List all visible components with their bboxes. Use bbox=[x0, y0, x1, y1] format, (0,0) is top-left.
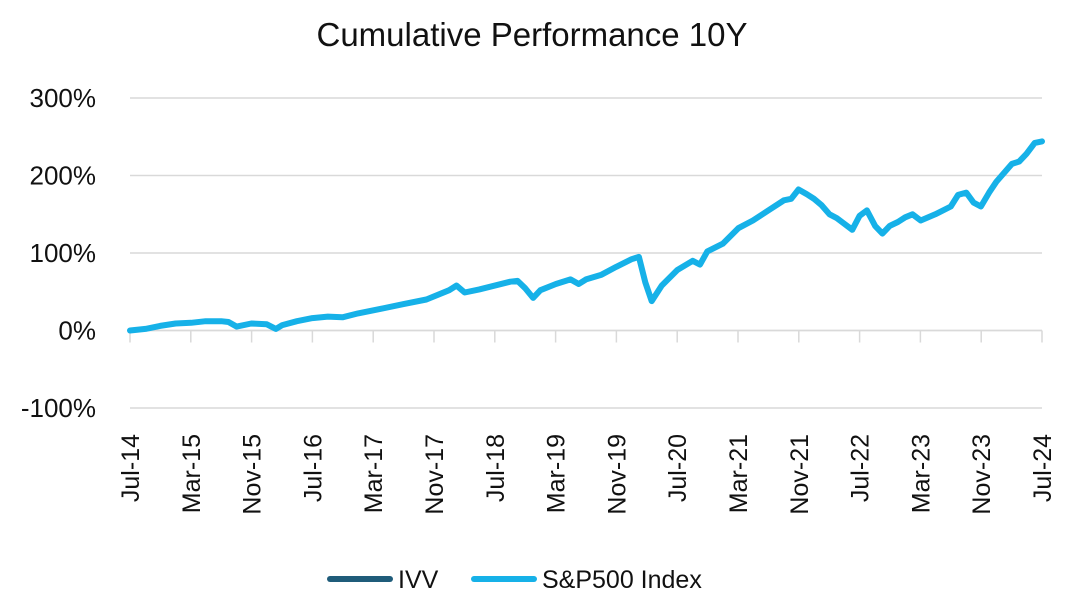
legend-label: S&P500 Index bbox=[542, 566, 702, 594]
y-tick-label: 300% bbox=[30, 83, 97, 113]
series-lines bbox=[127, 138, 1045, 334]
series-line-ivv bbox=[128, 139, 1044, 333]
x-tick-label: Jul-18 bbox=[482, 434, 510, 502]
y-axis-tick-labels: -100% 0% 100% 200% 300% bbox=[21, 83, 96, 423]
x-axis-tick-labels: Jul-14 Mar-15 Nov-15 Jul-16 Mar-17 Nov-17 Jul-… bbox=[117, 434, 1057, 515]
y-tick-label: 100% bbox=[30, 238, 97, 268]
x-tick-label: Mar-21 bbox=[725, 434, 753, 513]
x-tick-label: Jul-24 bbox=[1029, 434, 1057, 502]
x-tick-label: Nov-17 bbox=[421, 434, 449, 515]
x-tick-label: Mar-19 bbox=[543, 434, 571, 513]
x-tick-label: Mar-15 bbox=[178, 434, 206, 513]
y-tick-label: 0% bbox=[58, 316, 96, 346]
x-tick-label: Jul-16 bbox=[299, 434, 327, 502]
x-tick-label: Jul-14 bbox=[117, 434, 145, 502]
x-tick-label: Nov-23 bbox=[968, 434, 996, 515]
legend: IVV S&P500 Index bbox=[327, 566, 702, 594]
series-line-sp500-index bbox=[127, 138, 1045, 334]
y-tick-label: 200% bbox=[30, 161, 97, 191]
x-tick-label: Mar-23 bbox=[907, 434, 935, 513]
x-tick-label: Nov-19 bbox=[603, 434, 631, 515]
x-tick-label: Jul-22 bbox=[847, 434, 875, 502]
x-tick-label: Mar-17 bbox=[360, 434, 388, 513]
gridlines bbox=[129, 97, 1043, 409]
x-tick-label: Nov-15 bbox=[239, 434, 267, 515]
y-tick-label: -100% bbox=[21, 393, 96, 423]
legend-label: IVV bbox=[398, 566, 439, 594]
x-tick-label: Jul-20 bbox=[664, 434, 692, 502]
chart-title: Cumulative Performance 10Y bbox=[316, 16, 747, 53]
x-tick-label: Nov-21 bbox=[786, 434, 814, 515]
